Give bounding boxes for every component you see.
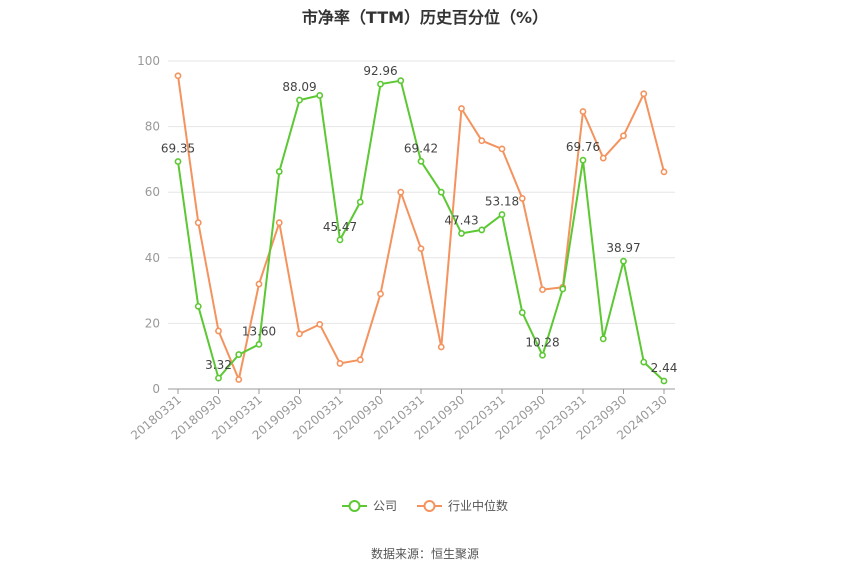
legend-item-company[interactable]: 公司	[341, 497, 397, 514]
data-point	[599, 154, 607, 162]
data-point	[255, 280, 263, 288]
data-point	[215, 327, 222, 335]
data-point	[478, 226, 486, 234]
data-point	[620, 132, 627, 140]
data-point	[275, 168, 283, 175]
y-tick-label: 80	[145, 120, 160, 134]
data-label: 69.76	[566, 140, 600, 154]
data-point	[174, 72, 182, 80]
data-point	[316, 320, 324, 328]
data-point	[660, 377, 668, 385]
data-label: 45.47	[323, 220, 357, 234]
legend: 公司 行业中位数	[0, 497, 850, 514]
data-point	[174, 158, 182, 165]
y-tick-label: 100	[137, 54, 160, 68]
data-point	[559, 285, 567, 293]
data-point	[539, 286, 546, 294]
data-label: 69.42	[404, 141, 438, 155]
data-point	[458, 105, 465, 112]
data-label: 3.32	[205, 358, 232, 372]
data-label: 69.35	[161, 142, 195, 156]
data-point	[296, 330, 303, 338]
grid-lines	[168, 60, 675, 324]
data-point	[579, 108, 587, 115]
data-point	[316, 92, 324, 99]
y-tick-label: 60	[145, 185, 160, 199]
data-point	[620, 257, 627, 265]
data-point	[437, 188, 445, 196]
legend-label-industry-median: 行业中位数	[448, 499, 509, 513]
legend-marker-industry-median-icon	[417, 499, 442, 512]
series-lines	[174, 72, 668, 385]
data-label: 92.96	[363, 64, 397, 78]
data-point	[194, 302, 202, 310]
data-point	[235, 376, 243, 383]
data-point	[215, 374, 222, 382]
data-label: 2.44	[651, 361, 678, 375]
source-note: 数据来源：恒生聚源	[370, 547, 479, 561]
data-point	[377, 290, 384, 298]
data-point	[356, 198, 364, 206]
data-label: 13.60	[242, 324, 276, 338]
data-point	[498, 145, 506, 153]
data-point	[296, 96, 303, 104]
data-label: 47.43	[444, 213, 478, 227]
data-point	[478, 137, 486, 145]
data-point	[377, 80, 384, 88]
data-point	[336, 236, 344, 244]
legend-marker-company-icon	[341, 499, 367, 512]
data-point	[640, 90, 648, 98]
y-tick-label: 40	[145, 251, 160, 265]
data-label: 10.28	[525, 335, 559, 349]
y-tick-label: 0	[152, 382, 160, 396]
data-point	[336, 360, 344, 367]
legend-item-industry-median[interactable]: 行业中位数	[417, 497, 508, 514]
y-tick-label: 20	[145, 316, 160, 330]
data-point	[539, 351, 546, 359]
data-point	[194, 219, 202, 227]
data-point	[255, 340, 263, 348]
data-point	[356, 356, 364, 364]
data-labels: 69.35 3.32 13.60 88.09 45.47 92.96 69.42 47.43 5…	[161, 64, 678, 375]
data-point	[660, 168, 668, 176]
data-point	[397, 188, 405, 196]
data-point	[579, 156, 587, 164]
data-point	[518, 309, 526, 316]
data-point	[437, 343, 445, 351]
data-point	[518, 195, 526, 202]
data-point	[235, 351, 243, 358]
data-point	[275, 219, 283, 227]
legend-label-company: 公司	[372, 499, 397, 513]
data-point	[599, 335, 607, 343]
data-label: 38.97	[606, 241, 640, 255]
data-label: 88.09	[282, 80, 316, 94]
data-point	[417, 245, 425, 253]
data-point	[417, 157, 425, 165]
data-point	[458, 230, 465, 237]
data-point	[498, 211, 506, 218]
data-point	[397, 77, 405, 85]
data-label: 53.18	[485, 195, 519, 209]
chart-title: 市净率（TTM）历史百分位（%）	[301, 8, 549, 27]
data-point	[640, 358, 648, 366]
